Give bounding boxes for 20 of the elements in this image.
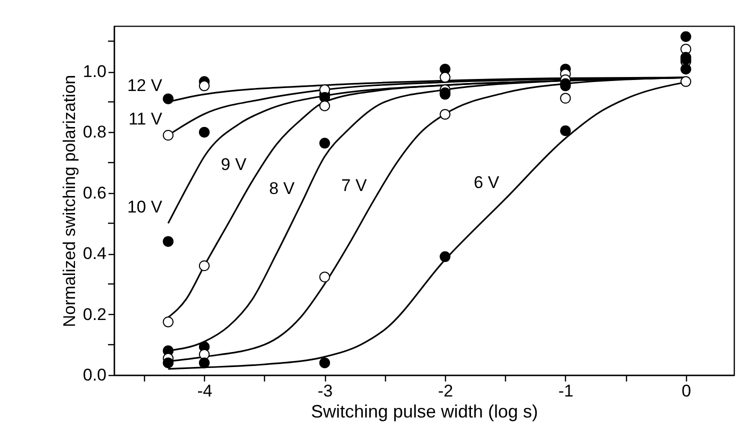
y-tick-label: 0.8 (82, 122, 106, 142)
x-tick-label: -4 (197, 382, 212, 400)
y-axis-title: Normalized switching polarization (60, 74, 79, 328)
y-tick-label: 0.0 (82, 366, 106, 384)
annotation: 7 V (341, 176, 368, 196)
x-axis-title: Switching pulse width (log s) (310, 402, 538, 422)
annotation: 6 V (474, 172, 500, 192)
x-tick-label: -1 (558, 382, 574, 400)
annotation: 10 V (127, 197, 163, 216)
annotation: 12 V (127, 76, 163, 95)
y-tick-label: 0.4 (82, 244, 106, 264)
y-tick-label: 0.2 (82, 304, 106, 324)
x-tick-label: -2 (438, 382, 454, 400)
annotation: 9 V (220, 154, 248, 174)
x-tick-label: -3 (318, 382, 333, 400)
annotation: 11 V (128, 109, 163, 128)
y-tick-label: 1.0 (82, 62, 106, 82)
x-tick-label: 0 (682, 382, 692, 400)
annotation: 8 V (269, 179, 296, 198)
y-tick-label: 0.6 (82, 183, 106, 202)
